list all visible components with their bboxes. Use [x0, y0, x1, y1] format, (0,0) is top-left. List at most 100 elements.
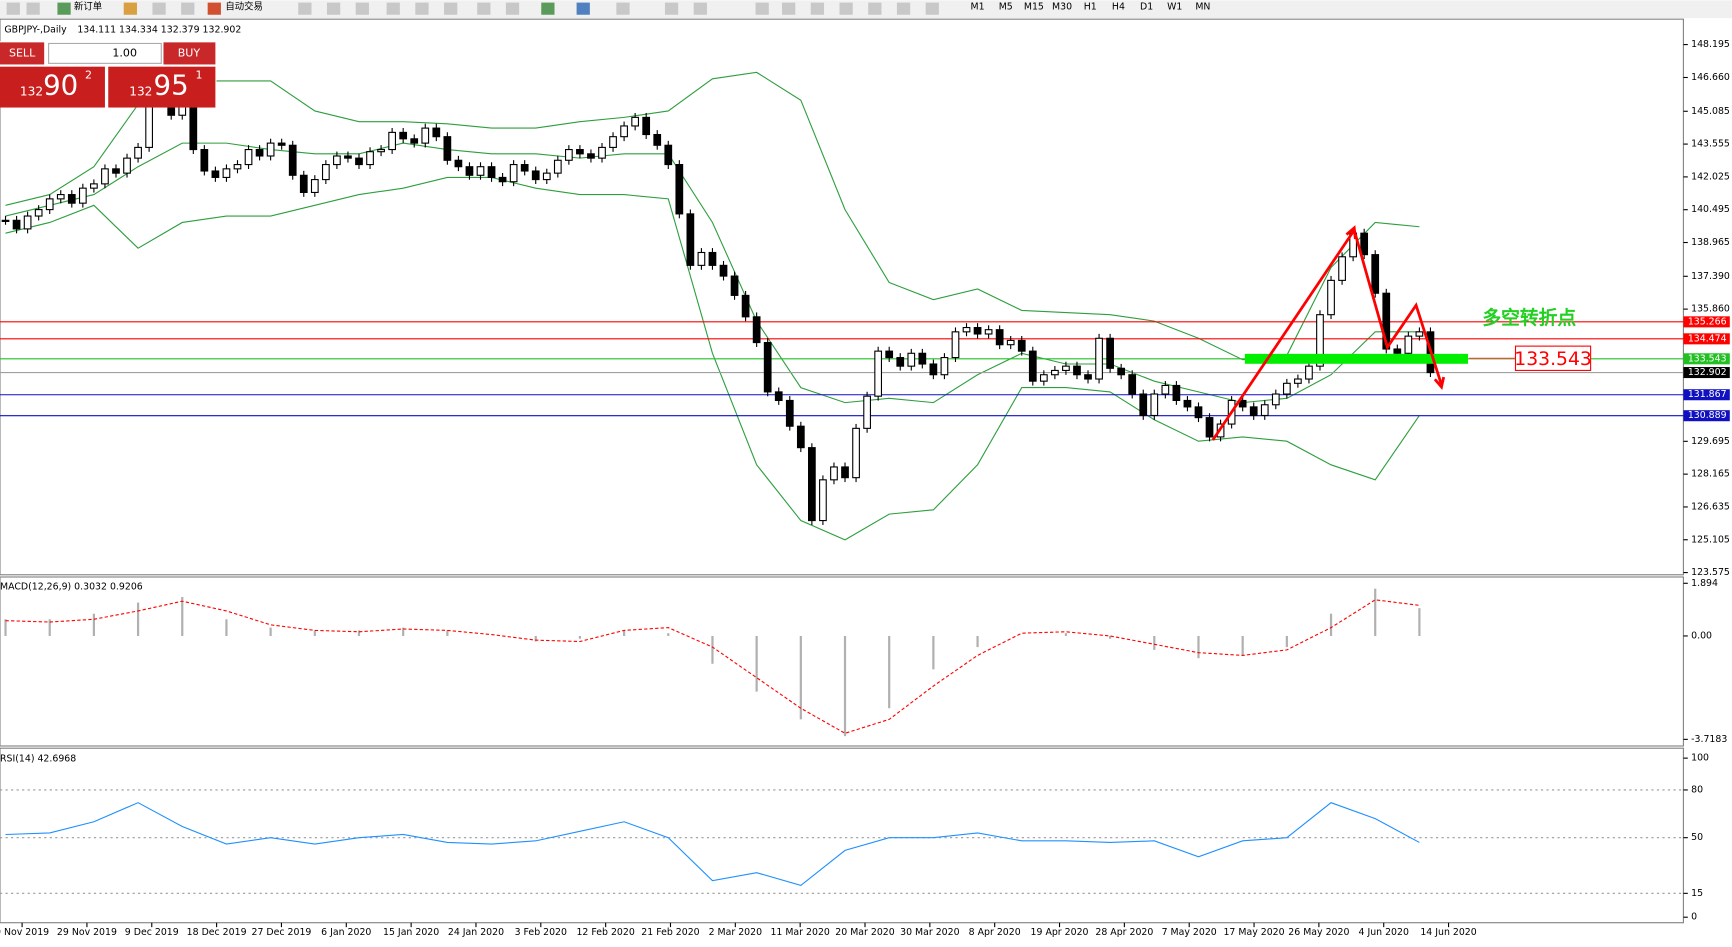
icon[interactable]: [444, 2, 458, 15]
x-tick-label: 3 Feb 2020: [515, 927, 567, 938]
rsi-line: [5, 802, 1420, 886]
bid-big: 132: [20, 85, 43, 99]
candle: [576, 149, 584, 155]
sell-button[interactable]: [0, 42, 45, 65]
icon[interactable]: [207, 2, 221, 15]
buy-button[interactable]: [163, 42, 216, 65]
y-tick-label: 148.195: [1691, 39, 1730, 50]
period-button[interactable]: W1: [1167, 2, 1182, 13]
icon[interactable]: [152, 2, 166, 15]
icon[interactable]: [505, 2, 520, 15]
period-button[interactable]: M1: [971, 2, 985, 13]
candle: [344, 155, 352, 159]
candle: [1327, 279, 1335, 316]
lots[interactable]: 1.00: [112, 46, 137, 59]
toolbar-button[interactable]: 自动交易: [225, 1, 263, 13]
candle: [1194, 406, 1203, 419]
icon[interactable]: [181, 2, 195, 15]
main-panel: [0, 18, 1684, 576]
period-button[interactable]: H1: [1084, 2, 1097, 13]
icon[interactable]: [693, 2, 707, 15]
candle: [410, 138, 419, 144]
candle: [962, 326, 971, 333]
icon[interactable]: [576, 2, 590, 15]
icon[interactable]: [755, 2, 769, 15]
candle: [321, 164, 330, 181]
toolbar-button[interactable]: 新订单: [74, 1, 102, 13]
candle: [1316, 314, 1324, 367]
candle: [498, 176, 507, 183]
candle: [951, 331, 960, 359]
icon[interactable]: [26, 2, 40, 15]
icon[interactable]: [6, 2, 20, 15]
candle: [12, 219, 21, 230]
trade-panel: SELL BUY 1.00 132 90 2 132 95 1: [0, 41, 217, 108]
candle: [90, 183, 98, 189]
bid-box[interactable]: [0, 66, 105, 108]
macd-title: MACD(12,26,9) 0.3032 0.9206: [0, 581, 143, 592]
y-tick-label: 126.635: [1691, 501, 1730, 512]
period-button[interactable]: M15: [1024, 2, 1044, 13]
candle: [487, 166, 496, 178]
candle: [852, 427, 860, 479]
candle: [708, 251, 717, 266]
period-button[interactable]: D1: [1140, 2, 1153, 13]
candle: [1150, 393, 1159, 417]
bollinger-middle: [5, 142, 1420, 404]
candle: [1260, 404, 1269, 417]
candle: [752, 316, 761, 344]
candle: [67, 194, 76, 204]
icon[interactable]: [415, 2, 429, 15]
candle: [509, 164, 518, 183]
candle: [244, 149, 253, 166]
candle: [112, 168, 120, 174]
candle: [465, 166, 474, 176]
icon[interactable]: [386, 2, 400, 15]
icon[interactable]: [541, 2, 555, 15]
lots-field[interactable]: [48, 42, 162, 64]
candle: [808, 447, 816, 522]
candle: [366, 151, 374, 166]
candle: [520, 164, 529, 172]
icon[interactable]: [616, 2, 630, 15]
y-tick-label: 143.555: [1691, 139, 1730, 150]
y-tick-label: 0: [1691, 912, 1697, 923]
period-button[interactable]: M5: [999, 2, 1013, 13]
candle: [1249, 406, 1258, 417]
icon[interactable]: [925, 2, 939, 15]
icon[interactable]: [782, 2, 796, 15]
period-button[interactable]: MN: [1195, 2, 1210, 13]
buy-label[interactable]: BUY: [178, 46, 201, 59]
y-tick-label: 146.660: [1691, 72, 1730, 83]
candle: [896, 357, 905, 367]
toolbar-icons: [6, 2, 939, 15]
icon[interactable]: [355, 2, 369, 15]
icon[interactable]: [868, 2, 882, 15]
period-button[interactable]: H4: [1112, 2, 1125, 13]
level-label: 135.266: [1688, 316, 1727, 327]
candle: [929, 363, 938, 376]
candle: [1305, 365, 1313, 380]
icon[interactable]: [477, 2, 491, 15]
candle: [211, 170, 220, 178]
icon[interactable]: [123, 2, 137, 15]
candle: [653, 133, 662, 146]
candle: [675, 164, 684, 215]
sell-label[interactable]: SELL: [9, 46, 36, 59]
icon[interactable]: [810, 2, 825, 15]
period-button[interactable]: M30: [1052, 2, 1072, 13]
icon[interactable]: [298, 2, 312, 15]
icon[interactable]: [896, 2, 911, 15]
arrow-zigzag: [1352, 229, 1443, 386]
icon[interactable]: [839, 2, 853, 15]
ask-box[interactable]: [108, 66, 216, 108]
icon[interactable]: [57, 2, 71, 15]
y-tick-label: 129.695: [1691, 436, 1730, 447]
x-tick-label: 20 Mar 2020: [835, 927, 894, 938]
level-label: 132.902: [1688, 367, 1727, 378]
icon[interactable]: [326, 2, 341, 15]
icon[interactable]: [664, 2, 679, 15]
x-tick-label: 17 May 2020: [1223, 927, 1284, 938]
x-tick-label: 8 Apr 2020: [969, 927, 1021, 938]
